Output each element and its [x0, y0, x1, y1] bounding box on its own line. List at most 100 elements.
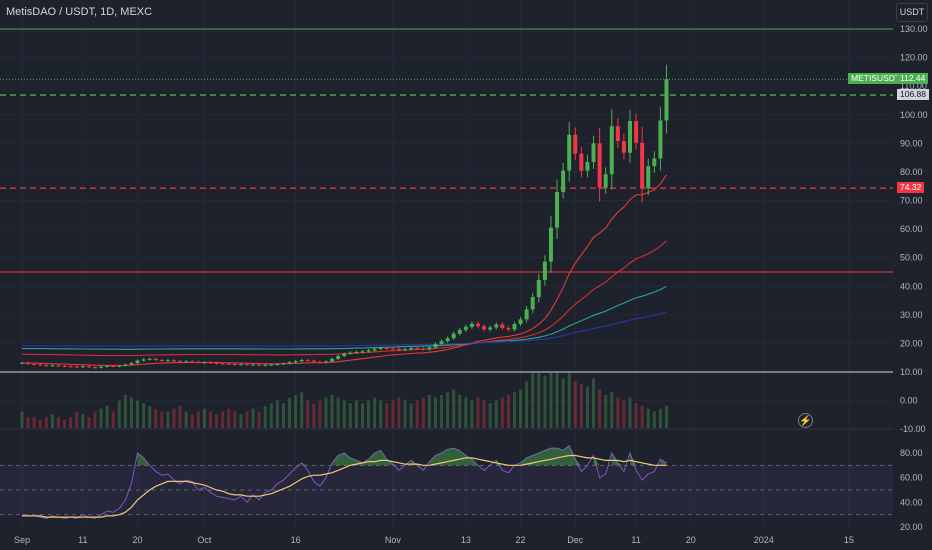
volume-bar	[592, 378, 596, 428]
lightning-icon[interactable]: ⚡	[798, 413, 813, 428]
candle-body	[311, 360, 316, 362]
price-axis-label: 90.00	[900, 138, 923, 148]
volume-bar	[646, 408, 650, 428]
volume-bar	[160, 411, 164, 428]
candle-body	[232, 363, 237, 365]
candle-body	[26, 362, 31, 364]
volume-bar	[458, 395, 462, 428]
rsi-overbought-fill	[301, 462, 308, 466]
candle-body	[68, 366, 73, 368]
price-axis-label: 110.00	[900, 81, 927, 91]
candle-body	[220, 363, 225, 365]
volume-bar	[379, 400, 383, 428]
candle-body	[378, 347, 383, 349]
volume-bar	[537, 373, 541, 428]
volume-bar	[342, 400, 346, 428]
candle-body	[403, 349, 408, 351]
time-axis-label: 15	[844, 535, 854, 545]
volume-bar	[561, 378, 565, 428]
candle-body	[536, 279, 541, 298]
rsi-overbought-fill	[429, 455, 436, 466]
rsi-overbought-fill	[459, 450, 466, 466]
candle-body	[342, 353, 347, 356]
moving-average-line	[21, 174, 667, 367]
volume-bar	[87, 417, 91, 428]
price-axis-label: 50.00	[900, 253, 923, 263]
candle-body	[482, 326, 487, 330]
rsi-overbought-fill	[630, 453, 637, 466]
volume-bar	[239, 414, 243, 428]
candle-body	[463, 326, 468, 330]
candle-body	[451, 333, 456, 339]
rsi-overbought-fill	[550, 448, 558, 466]
volume-bar	[506, 395, 510, 428]
volume-bar	[251, 408, 255, 428]
volume-bar	[275, 400, 279, 428]
candle-body	[238, 364, 243, 366]
candle-body	[159, 359, 164, 361]
volume-bar	[464, 397, 468, 428]
volume-bar	[452, 389, 456, 428]
volume-bar	[129, 397, 133, 428]
rsi-overbought-fill	[660, 459, 667, 466]
candle-body	[62, 365, 67, 367]
volume-bar	[75, 411, 79, 428]
volume-bar	[99, 408, 103, 428]
currency-button[interactable]: USDT	[896, 3, 928, 22]
volume-bar	[330, 395, 334, 428]
green-level-price-tag: 106.88	[897, 89, 929, 100]
candle-body	[196, 361, 201, 363]
rsi-overbought-fill	[544, 448, 551, 466]
candle-body	[226, 363, 231, 365]
candle-body	[457, 329, 462, 334]
rsi-overbought-fill	[575, 459, 582, 466]
volume-bar	[69, 417, 73, 428]
candle-body	[530, 297, 535, 310]
time-axis-label: 16	[291, 535, 301, 545]
volume-bar	[257, 411, 261, 428]
volume-bar	[446, 392, 450, 428]
rsi-overbought-fill	[143, 457, 150, 466]
rsi-overbought-fill	[611, 453, 618, 466]
last-price-tag: 112.44	[897, 73, 929, 84]
volume-bar	[525, 381, 529, 428]
rsi-axis-label: 40.00	[900, 497, 923, 507]
volume-bar	[221, 411, 225, 428]
price-axis-label: 30.00	[900, 310, 923, 320]
candle-body	[330, 358, 335, 362]
volume-bar	[300, 392, 304, 428]
rsi-axis-label: 20.00	[900, 522, 923, 532]
volume-bar	[598, 389, 602, 428]
volume-bar	[44, 417, 48, 428]
volume-bar	[415, 400, 419, 428]
volume-bar	[549, 373, 553, 428]
rsi-overbought-fill	[471, 459, 478, 466]
volume-bar	[294, 395, 298, 428]
volume-bar	[348, 403, 352, 428]
candle-body	[348, 352, 353, 354]
price-axis-label: -10.00	[900, 424, 926, 434]
candle-body	[44, 365, 49, 367]
volume-bar	[628, 397, 632, 428]
candle-body	[251, 364, 256, 366]
volume-bar	[324, 397, 328, 428]
candle-body	[184, 361, 189, 363]
volume-bar	[123, 395, 127, 428]
candle-body	[573, 134, 578, 154]
rsi-overbought-fill	[374, 450, 381, 466]
candle-body	[92, 367, 97, 369]
rsi-overbought-fill	[350, 457, 357, 466]
red-level-price-tag: 74.32	[897, 182, 925, 193]
candle-body	[518, 319, 523, 324]
volume-bar	[360, 403, 364, 428]
candle-body	[494, 324, 499, 328]
symbol-price-tag: METISUSDT	[848, 73, 904, 84]
candle-body	[579, 153, 584, 171]
volume-bar	[336, 397, 340, 428]
volume-bar	[154, 408, 158, 428]
rsi-axis-label: 80.00	[900, 448, 923, 458]
candle-body	[488, 327, 493, 330]
volume-bar	[288, 397, 292, 428]
candle-body	[153, 358, 158, 360]
